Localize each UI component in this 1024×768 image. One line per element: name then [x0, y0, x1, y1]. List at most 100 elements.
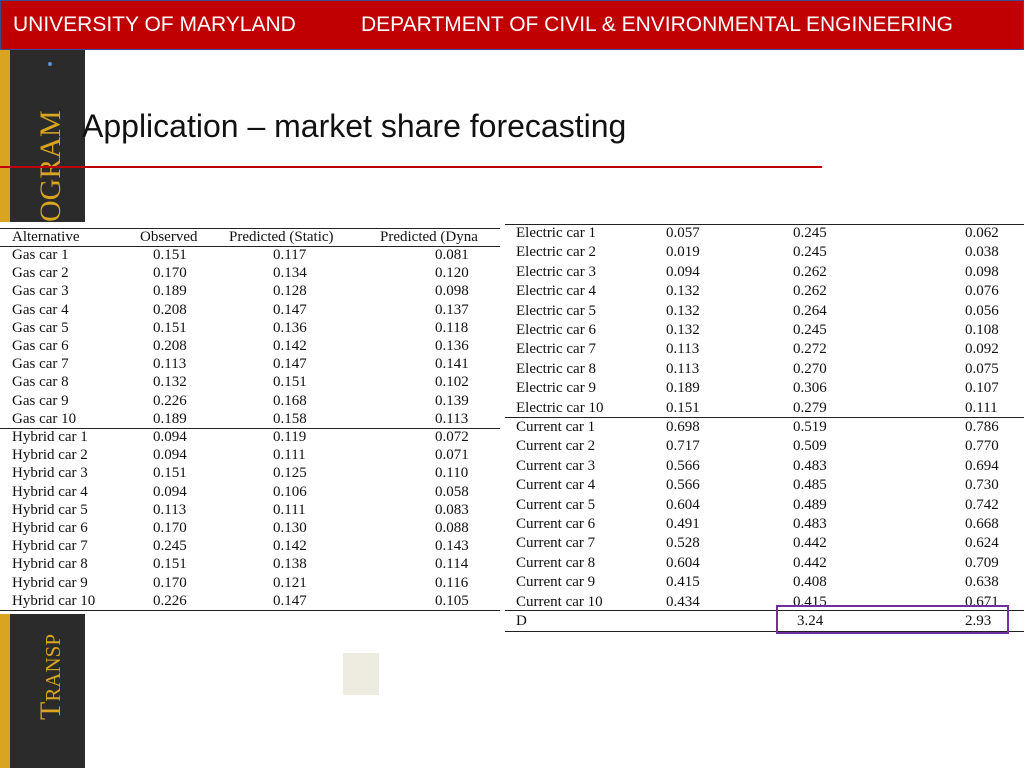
- row-label: Gas car 1: [12, 247, 69, 263]
- table-value: 0.170: [153, 520, 187, 536]
- table-value: 0.638: [965, 574, 999, 591]
- table-value: 0.142: [273, 338, 307, 354]
- left-table: Alternative Observed Predicted (Static) Pre…: [0, 222, 500, 614]
- table-value: 0.137: [435, 301, 469, 318]
- row-label: Gas car 3: [12, 283, 69, 300]
- table-value: 0.125: [273, 465, 307, 482]
- table-value: 0.138: [273, 556, 307, 573]
- table-value: 0.019: [666, 244, 700, 261]
- table-value: 0.272: [793, 341, 827, 358]
- row-label: Current car 1: [516, 419, 596, 435]
- table-value: 0.694: [965, 457, 999, 474]
- table-value: 0.208: [153, 338, 187, 354]
- table-value: 0.483: [793, 516, 827, 532]
- row-label: Hybrid car 5: [12, 501, 88, 518]
- row-label: Gas car 7: [12, 356, 69, 373]
- slide-title: Application – market share forecasting: [82, 108, 627, 144]
- row-label: Electric car 5: [516, 302, 596, 319]
- table-rule: [0, 246, 500, 247]
- table-value: 0.408: [793, 574, 827, 591]
- table-value: 0.717: [666, 438, 700, 455]
- table-value: 0.709: [965, 554, 999, 571]
- table-value: 0.770: [965, 438, 999, 455]
- row-label: Gas car 9: [12, 392, 69, 409]
- table-value: 0.142: [273, 538, 307, 555]
- department-name: DEPARTMENT OF CIVIL & ENVIRONMENTAL ENGI…: [361, 13, 953, 36]
- row-label: Current car 7: [516, 535, 596, 552]
- table-value: 0.120: [435, 265, 469, 282]
- table-value: 0.094: [153, 429, 187, 445]
- table-value: 0.056: [965, 302, 999, 319]
- row-label: Gas car 4: [12, 301, 69, 318]
- row-label: Electric car 6: [516, 322, 596, 338]
- column-header: Observed: [140, 229, 198, 245]
- table-value: 0.121: [273, 574, 307, 591]
- table-value: 0.076: [965, 283, 999, 300]
- table-value: 0.128: [273, 283, 307, 300]
- table-value: 0.151: [153, 556, 187, 573]
- row-label: Gas car 8: [12, 374, 69, 391]
- table-value: 0.189: [153, 410, 187, 427]
- table-value: 0.117: [273, 247, 307, 263]
- header-bar: UNIVERSITY OF MARYLAND DEPARTMENT OF CIV…: [0, 0, 1024, 50]
- table-value: 0.226: [153, 592, 187, 609]
- table-value: 0.113: [666, 360, 700, 377]
- table-value: 0.114: [435, 556, 469, 573]
- table-rule: [0, 610, 500, 611]
- table-value: 0.189: [153, 283, 187, 300]
- row-label: Electric car 4: [516, 283, 596, 300]
- table-value: 0.057: [666, 225, 700, 241]
- table-value: 0.147: [273, 356, 307, 373]
- table-value: 0.119: [273, 429, 307, 445]
- table-value: 0.130: [273, 520, 307, 536]
- table-value: 0.098: [965, 263, 999, 280]
- row-label: Hybrid car 1: [12, 429, 88, 445]
- table-value: 0.151: [153, 319, 187, 336]
- table-value: 0.108: [965, 322, 999, 338]
- table-value: 0.134: [273, 265, 307, 282]
- table-rule: [505, 417, 1024, 418]
- row-label: D: [516, 613, 527, 629]
- table-value: 0.245: [153, 538, 187, 555]
- table-value: 0.442: [793, 554, 827, 571]
- table-value: 0.442: [793, 535, 827, 552]
- row-label: Electric car 7: [516, 341, 596, 358]
- table-value: 0.102: [435, 374, 469, 391]
- table-value: 0.170: [153, 574, 187, 591]
- table-value: 0.111: [965, 399, 998, 416]
- table-value: 0.113: [435, 410, 469, 427]
- table-value: 0.136: [435, 338, 469, 354]
- row-label: Current car 2: [516, 438, 596, 455]
- table-value: 0.106: [273, 483, 307, 500]
- row-label: Electric car 2: [516, 244, 596, 261]
- table-value: 0.208: [153, 301, 187, 318]
- table-rule: [505, 610, 1024, 611]
- row-label: Hybrid car 10: [12, 592, 96, 609]
- table-value: 0.306: [793, 380, 827, 397]
- table-value: 0.668: [965, 516, 999, 532]
- table-value: 0.111: [273, 501, 306, 518]
- table-value: 0.081: [435, 247, 469, 263]
- table-value: 0.088: [435, 520, 469, 536]
- table-value: 0.698: [666, 419, 700, 435]
- table-value: 0.528: [666, 535, 700, 552]
- table-value: 0.519: [793, 419, 827, 435]
- row-label: Hybrid car 2: [12, 447, 88, 464]
- table-value: 0.110: [435, 465, 469, 482]
- table-value: 0.116: [435, 574, 469, 591]
- table-value: 0.139: [435, 392, 469, 409]
- table-value: 0.730: [965, 477, 999, 494]
- table-value: 0.094: [153, 447, 187, 464]
- table-value: 0.151: [273, 374, 307, 391]
- row-label: Hybrid car 7: [12, 538, 88, 555]
- table-value: 0.245: [793, 322, 827, 338]
- row-label: Hybrid car 4: [12, 483, 88, 500]
- row-label: Gas car 5: [12, 319, 69, 336]
- table-value: 0.071: [435, 447, 469, 464]
- table-value: 0.132: [666, 322, 700, 338]
- table-value: 0.098: [435, 283, 469, 300]
- row-label: Electric car 9: [516, 380, 596, 397]
- table-value: 0.107: [965, 380, 999, 397]
- table-value: 0.489: [793, 496, 827, 513]
- table-value: 0.094: [153, 483, 187, 500]
